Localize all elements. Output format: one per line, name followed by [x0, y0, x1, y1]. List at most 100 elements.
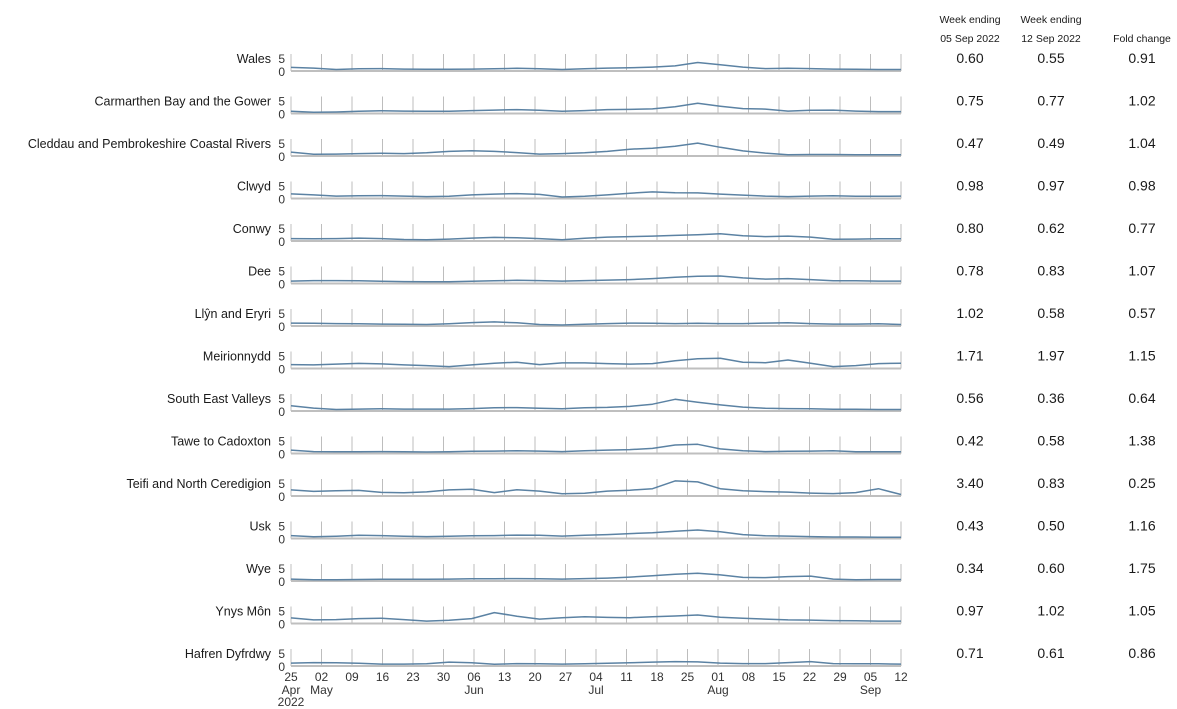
row-label: Conwy: [233, 222, 272, 236]
y-tick-label: 5: [278, 604, 285, 618]
series-line: [290, 61, 901, 71]
panel-meirionnydd: 50 Meirionnydd 1.71 1.97 1.15: [203, 348, 1156, 377]
column-header-line-2: 05 Sep 2022: [940, 33, 1000, 45]
series-line: [290, 232, 901, 241]
panel-south-east-valleys: 50 South East Valleys 0.56 0.36 0.64: [167, 390, 1156, 419]
y-tick-label: 5: [278, 477, 285, 491]
value-fold-change: 0.98: [1128, 178, 1155, 194]
value-week-05-sep: 0.34: [956, 560, 983, 576]
value-week-05-sep: 0.97: [956, 603, 983, 619]
y-tick-label: 5: [278, 392, 285, 406]
x-tick-day: 09: [345, 670, 359, 684]
x-tick-day: 12: [894, 670, 908, 684]
panel-teifi-and-north-ceredigion: 50 Teifi and North Ceredigion 3.40 0.83 0.25: [126, 475, 1155, 504]
panel-clwyd: 50 Clwyd 0.98 0.97 0.98: [237, 178, 1156, 207]
x-tick-day: 27: [559, 670, 573, 684]
value-fold-change: 1.38: [1128, 433, 1155, 449]
y-tick-label: 0: [278, 320, 285, 334]
x-tick-month: Aug: [707, 683, 728, 697]
x-tick-month: Jul: [588, 683, 603, 697]
row-label: Ynys Môn: [215, 604, 271, 618]
x-tick-month: Jun: [464, 683, 483, 697]
panel-carmarthen-bay-and-the-gower: 50 Carmarthen Bay and the Gower 0.75 0.77 1.…: [95, 93, 1156, 122]
column-header-line-1: Week ending: [1020, 14, 1081, 26]
value-week-05-sep: 0.43: [956, 518, 983, 534]
value-week-05-sep: 1.02: [956, 305, 983, 321]
panel-hafren-dyfrdwy: 50 Hafren Dyfrdwy 0.71 0.61 0.86: [185, 645, 1156, 674]
value-week-12-sep: 0.83: [1037, 475, 1064, 491]
y-tick-label: 0: [278, 108, 285, 122]
x-tick-day: 23: [406, 670, 420, 684]
y-tick-label: 0: [278, 235, 285, 249]
value-week-05-sep: 0.78: [956, 263, 983, 279]
x-tick-month: Sep: [860, 683, 882, 697]
x-tick-day: 01: [711, 670, 725, 684]
column-header-line-1: Week ending: [939, 14, 1000, 26]
value-week-05-sep: 0.71: [956, 645, 983, 661]
value-fold-change: 1.75: [1128, 560, 1155, 576]
value-fold-change: 1.02: [1128, 93, 1155, 109]
value-week-05-sep: 1.71: [956, 348, 983, 364]
panel-usk: 50 Usk 0.43 0.50 1.16: [249, 518, 1155, 547]
value-week-05-sep: 0.47: [956, 135, 983, 151]
value-week-12-sep: 0.97: [1037, 178, 1064, 194]
value-fold-change: 1.15: [1128, 348, 1155, 364]
y-tick-label: 5: [278, 519, 285, 533]
value-week-05-sep: 0.60: [956, 50, 983, 66]
value-week-05-sep: 0.56: [956, 390, 983, 406]
x-tick-day: 05: [864, 670, 878, 684]
value-week-12-sep: 0.60: [1037, 560, 1064, 576]
y-tick-label: 0: [278, 448, 285, 462]
value-week-12-sep: 0.61: [1037, 645, 1064, 661]
panel-dee: 50 Dee 0.78 0.83 1.07: [248, 263, 1156, 292]
series-line: [290, 398, 901, 411]
x-tick-day: 15: [772, 670, 786, 684]
value-week-12-sep: 0.55: [1037, 50, 1064, 66]
panel-ynys-m-n: 50 Ynys Môn 0.97 1.02 1.05: [215, 603, 1155, 632]
row-label: Clwyd: [237, 179, 271, 193]
value-fold-change: 0.91: [1128, 50, 1155, 66]
row-label: South East Valleys: [167, 392, 271, 406]
x-tick-day: 11: [620, 670, 633, 684]
value-week-05-sep: 0.42: [956, 433, 983, 449]
panel-conwy: 50 Conwy 0.80 0.62 0.77: [233, 220, 1156, 249]
value-fold-change: 1.05: [1128, 603, 1155, 619]
value-week-05-sep: 0.75: [956, 93, 983, 109]
y-tick-label: 0: [278, 490, 285, 504]
series-line: [290, 191, 902, 198]
column-header: Fold change: [1113, 33, 1171, 45]
row-label: Llŷn and Eryri: [195, 307, 271, 321]
x-tick-day: 04: [589, 670, 603, 684]
panel-cleddau-and-pembrokeshire-coastal-rivers: 50 Cleddau and Pembrokeshire Coastal Rive…: [28, 135, 1156, 164]
row-label: Carmarthen Bay and the Gower: [95, 94, 271, 108]
x-tick-day: 06: [467, 670, 481, 684]
row-label: Usk: [249, 519, 271, 533]
y-tick-label: 0: [278, 660, 285, 674]
value-week-12-sep: 0.58: [1037, 305, 1064, 321]
x-tick-month: May: [310, 683, 333, 697]
panel-tawe-to-cadoxton: 50 Tawe to Cadoxton 0.42 0.58 1.38: [171, 433, 1156, 462]
x-tick-day: 02: [315, 670, 329, 684]
series-line: [290, 142, 901, 156]
value-week-12-sep: 0.77: [1037, 93, 1064, 109]
value-fold-change: 1.07: [1128, 263, 1155, 279]
row-label: Wales: [237, 52, 271, 66]
series-line: [290, 443, 901, 453]
value-fold-change: 0.77: [1128, 220, 1155, 236]
y-tick-label: 0: [278, 533, 285, 547]
y-tick-label: 5: [278, 349, 285, 363]
y-tick-label: 5: [278, 434, 285, 448]
y-tick-label: 0: [278, 65, 285, 79]
row-label: Meirionnydd: [203, 349, 271, 363]
y-tick-label: 5: [278, 647, 285, 661]
series-line: [290, 611, 901, 622]
y-tick-label: 5: [278, 222, 285, 236]
series-line: [290, 357, 902, 368]
value-week-12-sep: 0.49: [1037, 135, 1064, 151]
y-tick-label: 0: [278, 363, 285, 377]
row-label: Cleddau and Pembrokeshire Coastal Rivers: [28, 137, 271, 151]
value-week-12-sep: 1.02: [1037, 603, 1064, 619]
series-line: [290, 572, 901, 581]
value-week-12-sep: 1.97: [1037, 348, 1064, 364]
